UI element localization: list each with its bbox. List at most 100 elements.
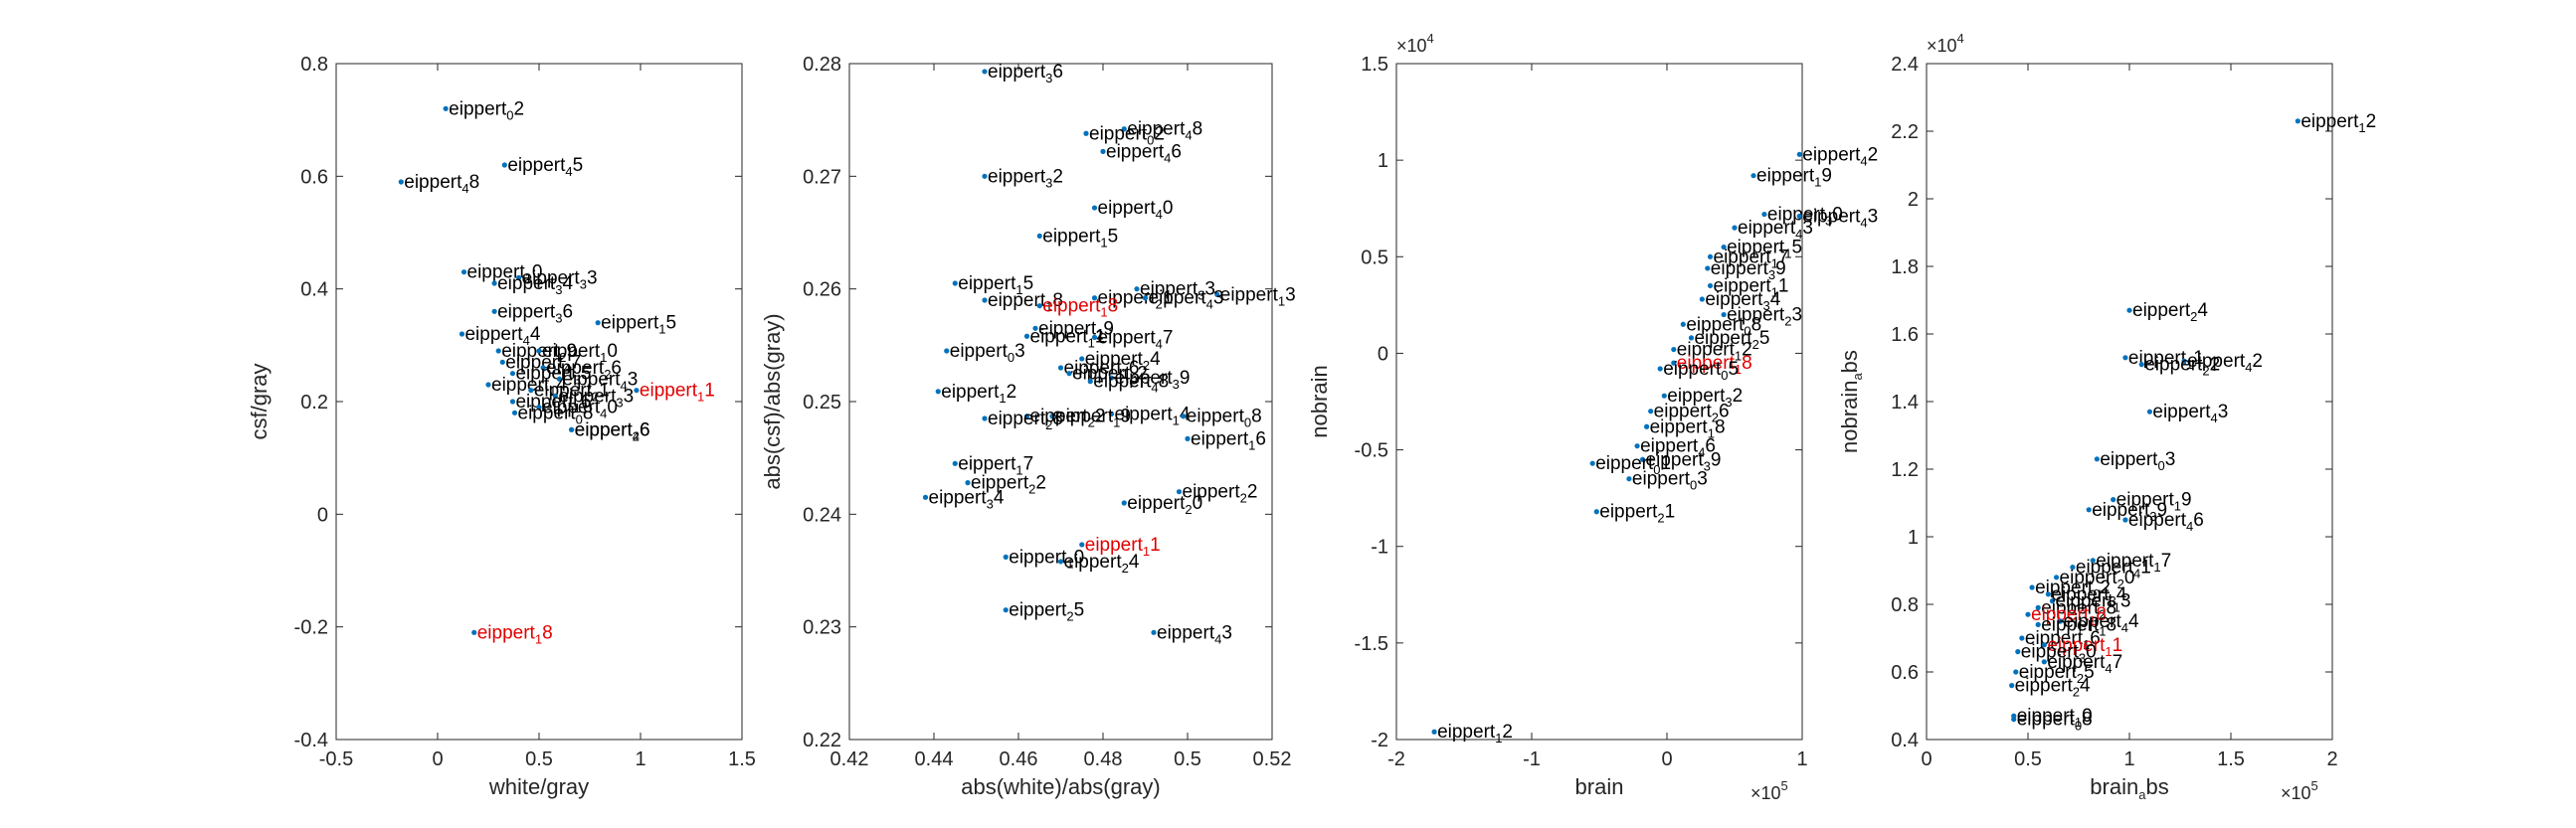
- y-tick-label: 0.4: [1891, 730, 1919, 751]
- data-point-label: eippert24: [1064, 552, 1140, 576]
- data-point: [952, 460, 958, 466]
- data-point: [569, 426, 575, 432]
- data-point: [965, 480, 971, 486]
- data-point: [1750, 173, 1756, 179]
- y-tick-label: 1.2: [1891, 459, 1919, 481]
- y-axis-label: nobrainabs: [1837, 350, 1865, 453]
- data-point: [536, 348, 542, 354]
- data-point-label: eippert24: [2132, 300, 2208, 324]
- x-axis-label: brainabs: [2090, 774, 2168, 802]
- y-tick-label: 1: [1378, 150, 1388, 172]
- data-point: [1657, 366, 1663, 372]
- data-point: [2058, 618, 2064, 624]
- y-tick-label: -2: [1371, 730, 1388, 751]
- data-point: [1431, 729, 1437, 735]
- data-point-label: eippert18: [1650, 416, 1726, 440]
- data-point: [509, 371, 516, 377]
- data-point-label: eippert12: [1437, 722, 1513, 745]
- data-point-label: eippert39: [2092, 500, 2167, 524]
- data-point-label: eippert29: [501, 341, 577, 365]
- data-point: [491, 308, 497, 314]
- data-point: [1066, 371, 1072, 377]
- data-point-label: eippert02: [449, 98, 524, 122]
- x-tick-label: 0.5: [1174, 748, 1201, 770]
- data-point-label: eippert01: [1595, 453, 1671, 477]
- data-point-label: eippert02: [1089, 123, 1165, 147]
- data-point-label: eippert14: [491, 375, 567, 399]
- data-point-label: eippert08: [1187, 407, 1262, 430]
- data-point-label: eippert19: [1055, 407, 1131, 430]
- data-point: [1699, 296, 1705, 302]
- x-tick-label: 1: [2123, 748, 2134, 770]
- data-point-label: eippert42: [2187, 351, 2263, 375]
- data-point: [2009, 683, 2015, 689]
- data-point-label: eippert12: [2300, 111, 2376, 135]
- data-point: [2122, 355, 2128, 361]
- data-point: [1003, 554, 1009, 561]
- data-point: [1626, 476, 1632, 482]
- data-point-label: eippert19: [2116, 490, 2192, 514]
- chart-1: -0.5 0 0.5 1 1.5 -0.4 -0.2 0 0.2 0.4 0.6 0.8 white/g…: [247, 54, 756, 799]
- data-point-label: eippert48: [1093, 372, 1169, 396]
- data-point-label: eippert11: [640, 381, 715, 405]
- y-tick-label: 0.5: [1361, 247, 1388, 268]
- data-point: [1761, 211, 1767, 218]
- x-tick-label: 0.46: [1000, 748, 1038, 770]
- data-point: [1057, 365, 1064, 371]
- data-point: [1705, 265, 1711, 271]
- data-point: [1032, 325, 1038, 331]
- data-point-label: eippert20: [1127, 493, 1202, 517]
- data-point-label: eippert08: [518, 403, 594, 426]
- x-exponent-label: ×105: [2281, 778, 2318, 803]
- data-point-label: eippert21: [534, 381, 610, 405]
- data-point: [982, 173, 988, 179]
- data-point-label: eippert13: [2055, 591, 2130, 615]
- data-point: [1634, 443, 1640, 449]
- data-point-label: eippert12: [1677, 340, 1752, 364]
- panels: -0.5 0 0.5 1 1.5 -0.4 -0.2 0 0.2 0.4 0.6 0.8 white/g…: [247, 31, 2376, 803]
- data-point-label: eippert30: [2021, 642, 2097, 666]
- data-point-label: eippert44: [464, 324, 540, 348]
- data-point-label: eippert22: [1030, 407, 1106, 430]
- y-tick-label: 0.25: [803, 392, 841, 414]
- data-point-label: eippert20: [2060, 568, 2135, 591]
- data-point-label: eippert28: [988, 409, 1063, 432]
- y-tick-label: -1.5: [1355, 633, 1388, 655]
- data-point: [982, 415, 988, 421]
- data-point: [495, 348, 501, 354]
- data-point-label: eippert22: [2144, 355, 2220, 379]
- y-tick-label: 0.27: [803, 166, 841, 188]
- data-point-label: eippert25: [1694, 328, 1769, 352]
- data-point: [1049, 414, 1055, 419]
- y-exponent-label: ×104: [1396, 31, 1434, 56]
- data-point: [1648, 409, 1654, 414]
- data-point-label: eippert24: [2015, 676, 2091, 700]
- x-tick-label: 0.42: [830, 748, 869, 770]
- y-tick-label: 0.23: [803, 617, 841, 639]
- data-point-label: eippert24: [1085, 349, 1161, 373]
- chart-3: -2 -1 0 1 -2 -1.5 -1 -0.5 0 0.5 1 1.5 brain nobrain ×1…: [1307, 31, 1878, 803]
- data-point: [1589, 460, 1595, 466]
- x-axis-label: abs(white)/abs(gray): [961, 774, 1161, 799]
- data-point: [1023, 414, 1030, 419]
- data-point: [2013, 669, 2019, 675]
- data-point-label: eippert43: [1738, 218, 1813, 242]
- data-point: [1108, 375, 1115, 381]
- y-tick-label: 2.4: [1891, 54, 1919, 76]
- y-tick-label: 1.4: [1891, 392, 1919, 414]
- data-point-label: eippert19: [1756, 166, 1832, 190]
- data-point-label: eippert22: [1183, 482, 1258, 506]
- data-point-label: eippert03: [950, 341, 1025, 365]
- y-tick-label: 0.26: [803, 279, 841, 301]
- data-point: [1121, 126, 1127, 132]
- data-point: [2025, 611, 2031, 617]
- data-point-label: eippert46: [575, 419, 650, 443]
- data-point: [1644, 423, 1650, 429]
- data-point: [982, 69, 988, 75]
- y-tick-label: 1.5: [1361, 54, 1388, 76]
- x-exponent-label: ×105: [1750, 778, 1788, 803]
- data-point: [2041, 642, 2047, 648]
- x-tick-label: -2: [1387, 748, 1405, 770]
- data-point: [1023, 333, 1030, 339]
- data-point: [499, 359, 505, 365]
